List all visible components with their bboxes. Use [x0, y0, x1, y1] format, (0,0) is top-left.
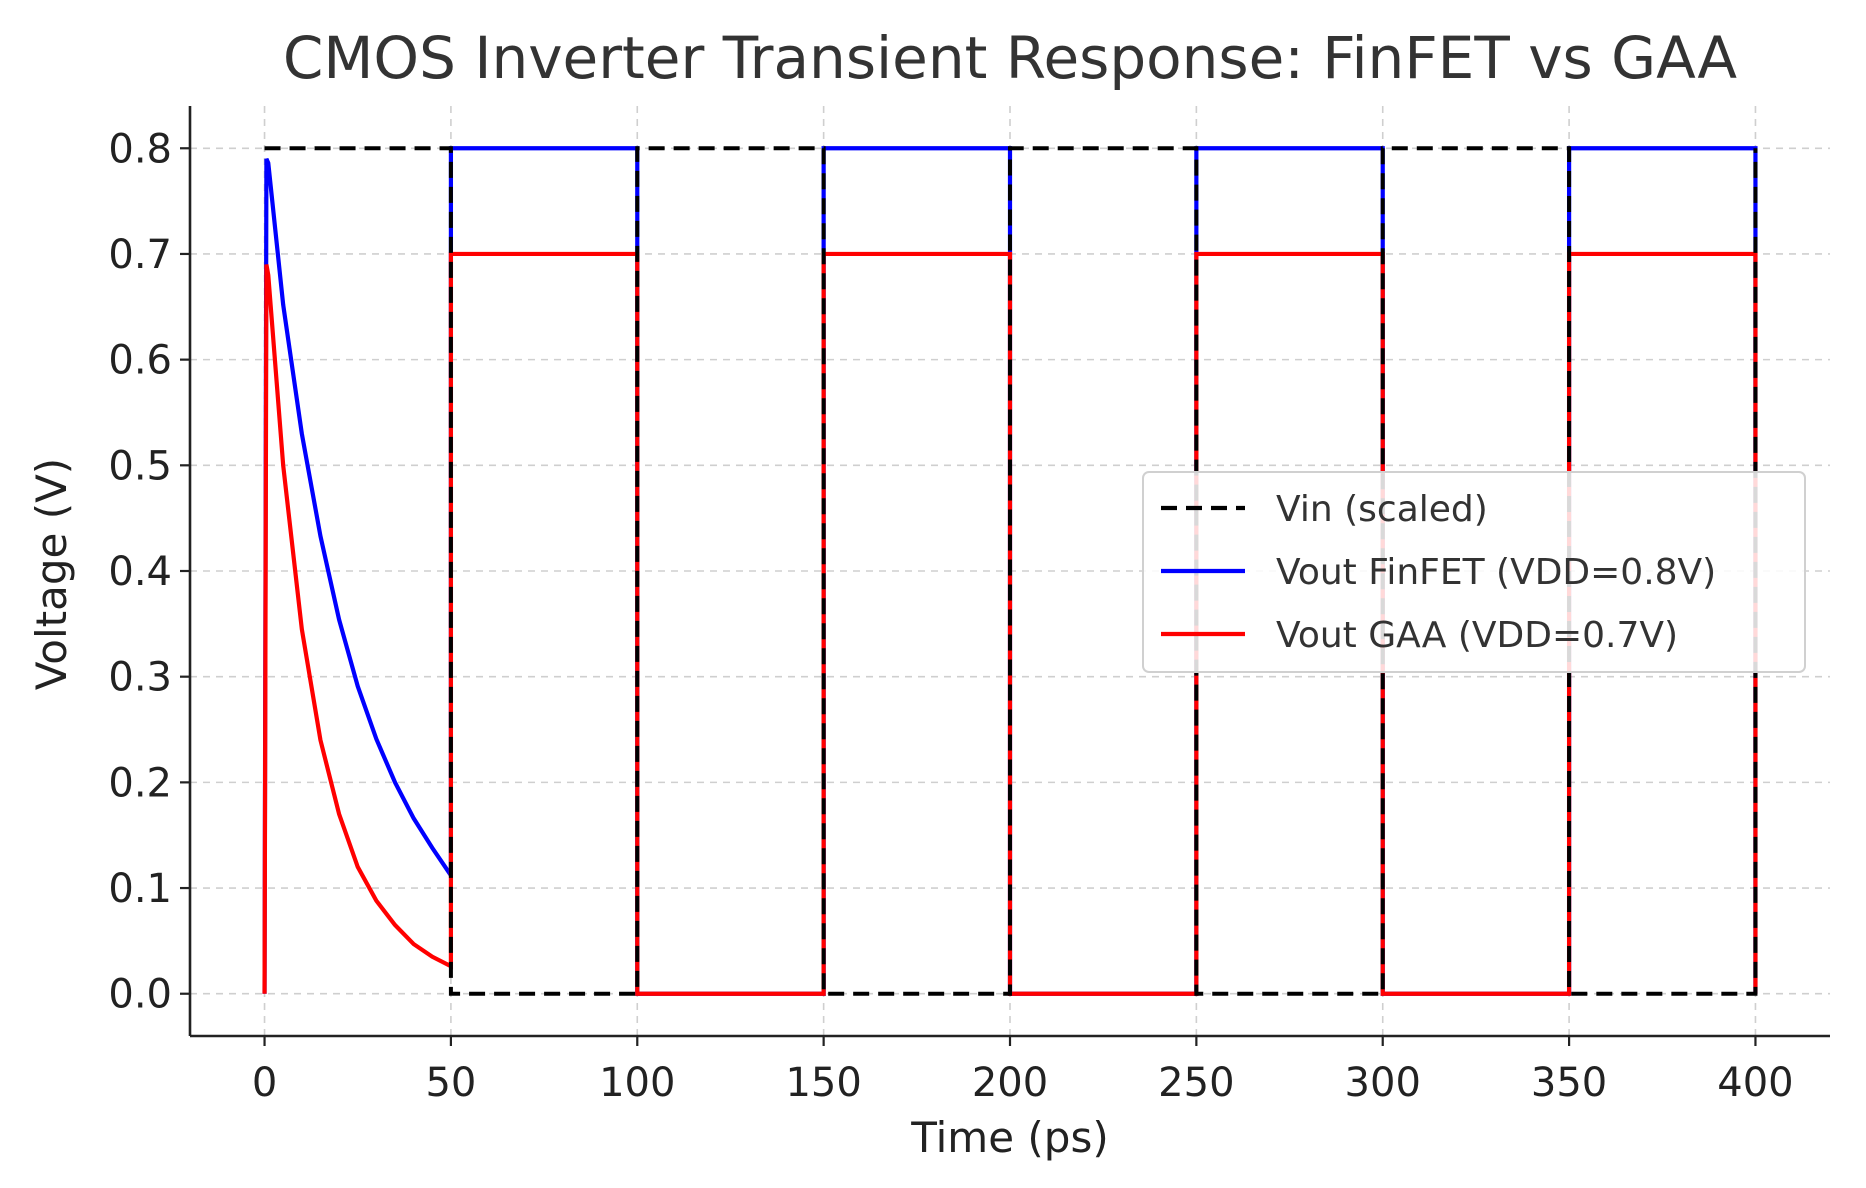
- x-tick-label-0: 0: [252, 1060, 277, 1106]
- x-tick-label-150: 150: [785, 1060, 861, 1106]
- x-tick-label-50: 50: [425, 1060, 476, 1106]
- y-tick-label-0.6: 0.6: [108, 338, 172, 384]
- x-tick-label-300: 300: [1345, 1060, 1421, 1106]
- y-tick-label-0.8: 0.8: [108, 126, 172, 172]
- y-axis-label: Voltage (V): [27, 458, 76, 690]
- x-tick-label-200: 200: [972, 1060, 1048, 1106]
- x-tick-label-350: 350: [1531, 1060, 1607, 1106]
- legend-label-1: Vout FinFET (VDD=0.8V): [1276, 552, 1716, 593]
- x-tick-label-100: 100: [599, 1060, 675, 1106]
- x-tick-label-400: 400: [1717, 1060, 1793, 1106]
- ticks: 0 50 100 150 200 250 300 350 400 0.0 0.1 0.2 0.3 0.4 0…: [108, 126, 1793, 1106]
- x-axis-label: Time (ps): [910, 1113, 1108, 1162]
- y-tick-label-0.1: 0.1: [108, 866, 172, 912]
- y-tick-label-0.5: 0.5: [108, 443, 172, 489]
- series-line-0: [264, 146, 1758, 996]
- legend-label-2: Vout GAA (VDD=0.7V): [1276, 615, 1678, 656]
- y-tick-label-0.2: 0.2: [108, 760, 172, 806]
- legend-label-0: Vin (scaled): [1276, 489, 1488, 530]
- y-tick-label-0.0: 0.0: [108, 972, 172, 1018]
- chart-title: CMOS Inverter Transient Response: FinFET…: [283, 24, 1738, 92]
- legend: Vin (scaled) Vout FinFET (VDD=0.8V) Vout G…: [1142, 471, 1806, 673]
- y-tick-label-0.3: 0.3: [108, 655, 172, 701]
- y-tick-label-0.4: 0.4: [108, 549, 172, 595]
- legend-box: [1142, 471, 1806, 673]
- x-tick-label-250: 250: [1158, 1060, 1234, 1106]
- y-tick-label-0.7: 0.7: [108, 232, 172, 278]
